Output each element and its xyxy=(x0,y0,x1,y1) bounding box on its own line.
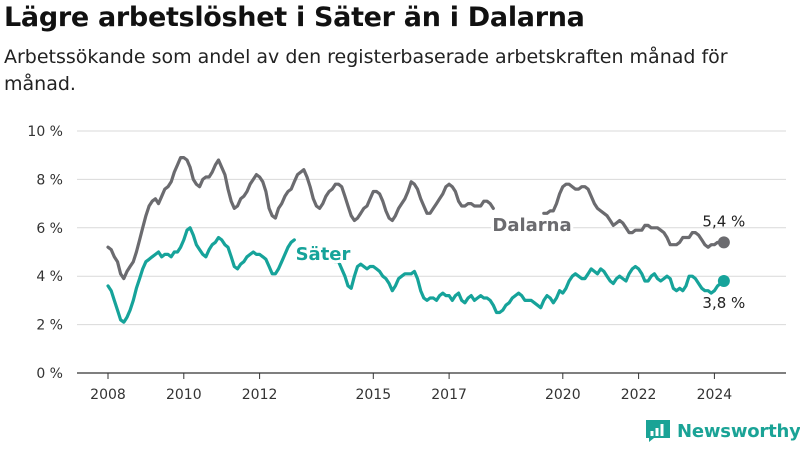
x-axis: 2008 2010 2012 2015 2017 2020 2022 2024 xyxy=(90,373,732,403)
newsworthy-wordmark: Newsworthy xyxy=(677,420,800,442)
dalarna-line xyxy=(106,156,726,281)
y-tick-label: 4 % xyxy=(36,269,63,285)
y-tick-label: 6 % xyxy=(36,221,63,237)
dalarna-end-point xyxy=(717,236,730,249)
newsworthy-logo[interactable]: Newsworthy xyxy=(645,419,800,443)
x-tick-label: 2024 xyxy=(697,387,733,403)
newsworthy-icon xyxy=(646,420,670,442)
x-tick-label: 2012 xyxy=(242,387,278,403)
dalarna-end-label: 5,4 % xyxy=(702,212,745,230)
x-tick-label: 2020 xyxy=(545,387,581,403)
grid-lines xyxy=(77,130,786,374)
x-tick-label: 2022 xyxy=(621,387,657,403)
x-tick-label: 2015 xyxy=(355,387,391,403)
y-tick-label: 2 % xyxy=(36,318,63,334)
y-axis: 0 % 2 % 4 % 6 % 8 % 10 % xyxy=(27,124,63,382)
y-tick-label: 8 % xyxy=(36,172,63,188)
y-tick-label: 10 % xyxy=(27,124,63,140)
sater-end-point xyxy=(717,275,730,288)
series-lines xyxy=(106,156,730,324)
dalarna-series-label: Dalarna xyxy=(492,215,571,236)
y-tick-label: 0 % xyxy=(36,366,63,382)
sater-line xyxy=(106,226,726,324)
x-tick-label: 2010 xyxy=(166,387,202,403)
sater-series-label: Säter xyxy=(296,244,351,265)
page-subtitle: Arbetssökande som andel av den registerb… xyxy=(4,46,728,95)
x-tick-label: 2008 xyxy=(90,387,126,403)
x-tick-label: 2017 xyxy=(431,387,467,403)
sater-end-label: 3,8 % xyxy=(702,294,745,312)
page-title: Lägre arbetslöshet i Säter än i Dalarna xyxy=(4,2,585,33)
series-labels: 5,4 % 3,8 % Dalarna Säter xyxy=(293,212,746,312)
